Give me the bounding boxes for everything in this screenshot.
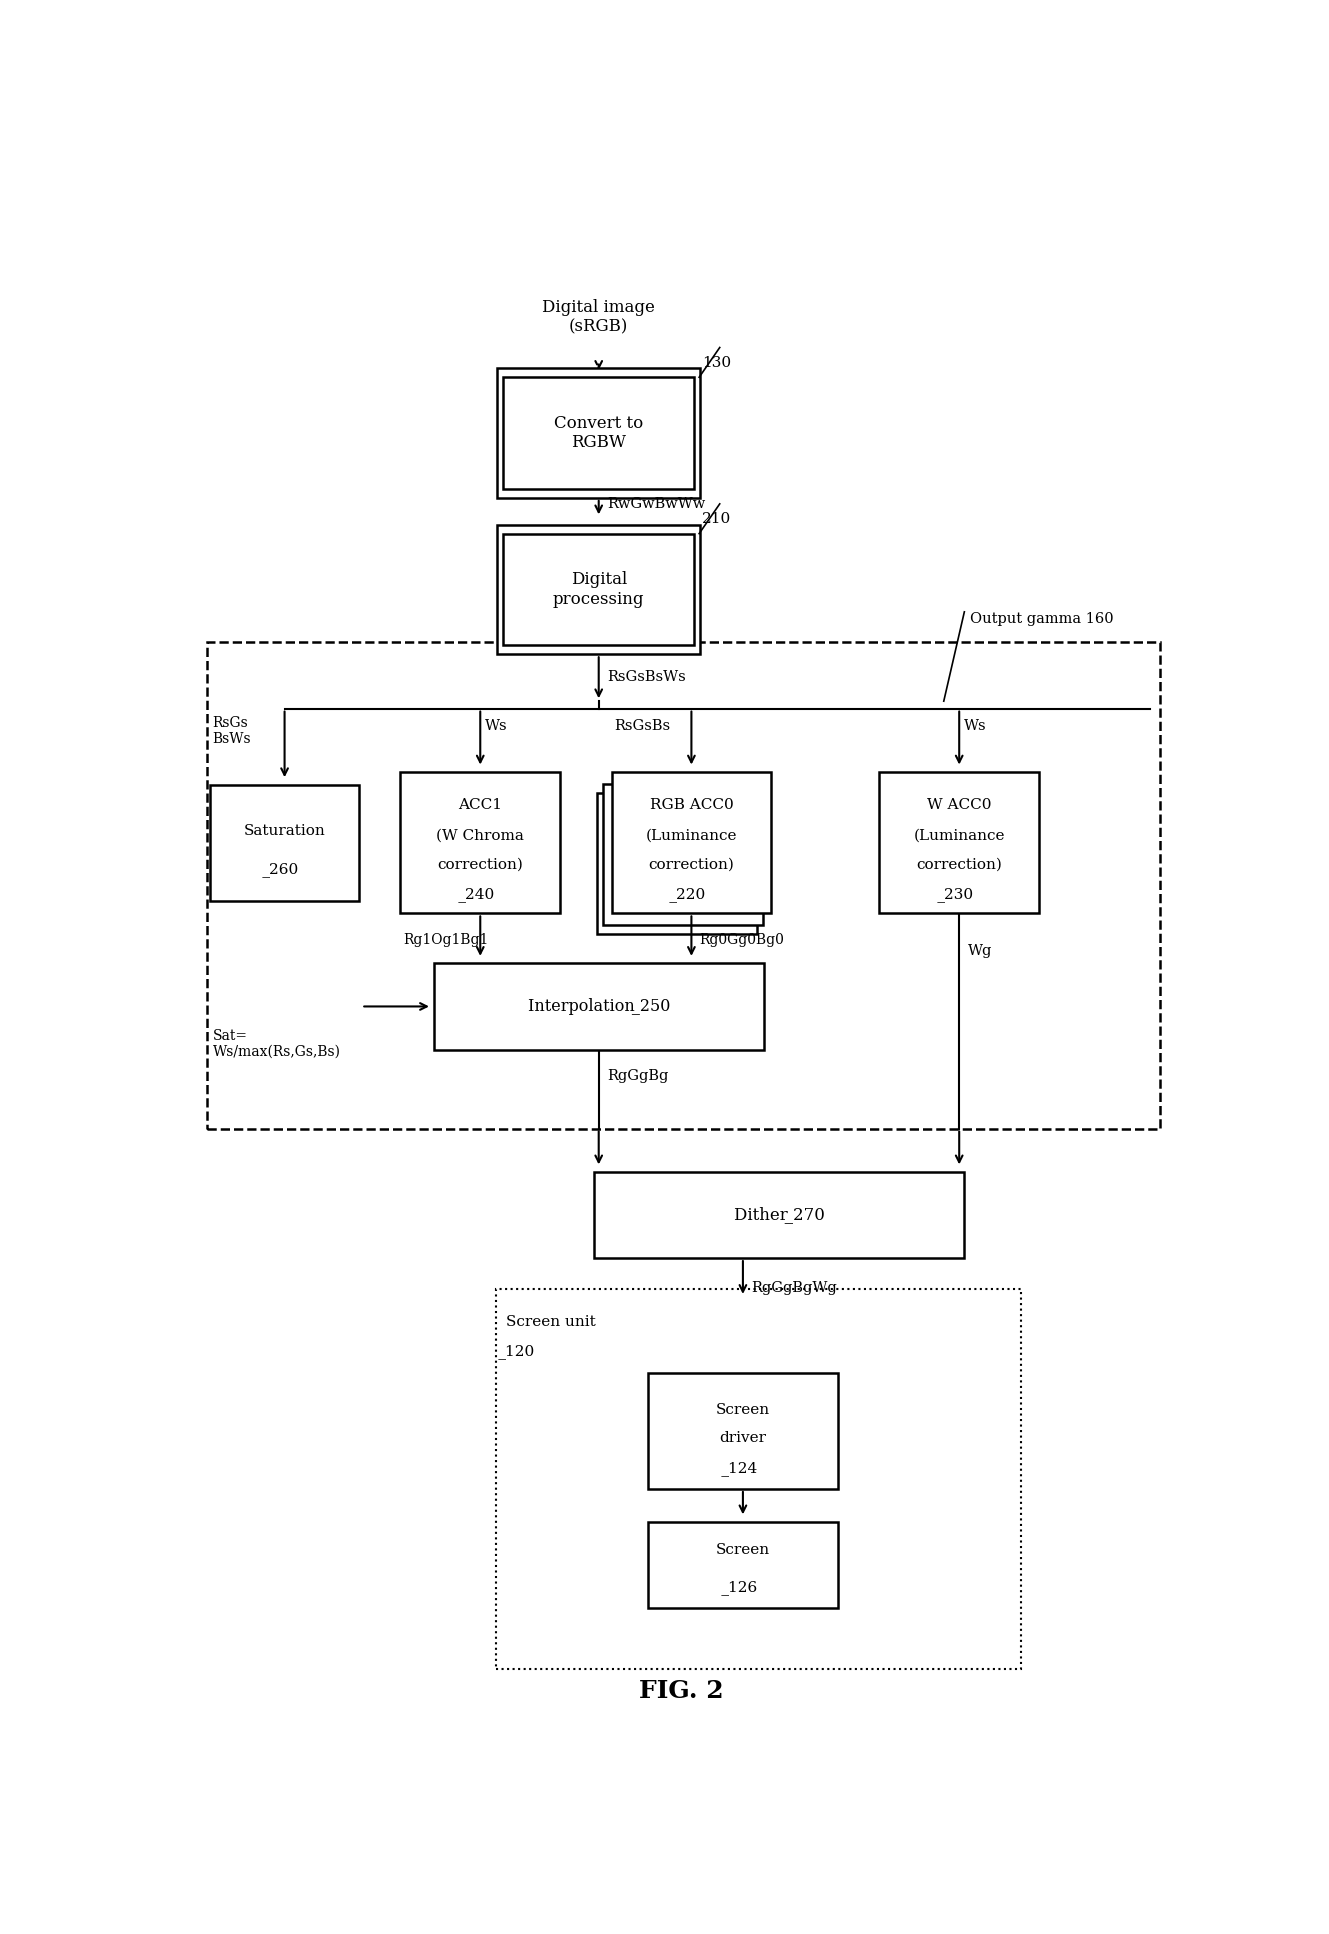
Bar [496,1290,1021,1669]
Text: (Luminance: (Luminance [913,828,1005,841]
Text: Screen: Screen [716,1402,769,1418]
Text: Screen: Screen [716,1543,769,1557]
Bar [400,772,560,913]
Text: Output gamma 160: Output gamma 160 [970,613,1114,627]
Text: Convert to
RGBW: Convert to RGBW [554,414,643,451]
Bar [594,1172,965,1259]
Bar [597,793,756,934]
Text: RsGs
BsWs: RsGs BsWs [213,716,251,747]
Text: (W Chroma: (W Chroma [436,828,524,841]
Bar [504,534,694,646]
Text: RsGsBs: RsGsBs [614,719,670,733]
Text: ̲220: ̲220 [676,888,706,901]
Text: RgGgBgWg: RgGgBgWg [751,1280,837,1296]
Text: Interpolation ̲250: Interpolation ̲250 [528,998,670,1015]
Text: Digital
processing: Digital processing [553,571,645,607]
Text: ̲230: ̲230 [945,888,974,901]
Text: Digital image
(sRGB): Digital image (sRGB) [542,298,655,335]
Text: (Luminance: (Luminance [646,828,738,841]
Text: ̲260: ̲260 [270,863,299,876]
Text: RGB ACC0: RGB ACC0 [650,799,734,812]
Text: W ACC0: W ACC0 [926,799,991,812]
Text: correction): correction) [437,859,524,872]
Text: Ws: Ws [965,719,987,733]
Text: Saturation: Saturation [243,824,326,837]
Text: 130: 130 [702,356,731,369]
Bar [603,783,763,924]
Text: Rg0Gg0Bg0: Rg0Gg0Bg0 [699,934,784,948]
Text: Sat=
Ws/max(Rs,Gs,Bs): Sat= Ws/max(Rs,Gs,Bs) [213,1029,340,1058]
Bar [647,1522,839,1607]
Text: correction): correction) [649,859,735,872]
Text: RsGsBsWs: RsGsBsWs [607,669,686,683]
Text: Screen unit: Screen unit [506,1315,595,1329]
Text: Wg: Wg [968,944,991,957]
Bar [433,963,763,1050]
Text: ̲120: ̲120 [506,1344,536,1360]
Text: 210: 210 [702,513,731,526]
Text: correction): correction) [916,859,1002,872]
Text: Ws: Ws [485,719,508,733]
Bar [207,642,1160,1129]
Bar [880,772,1039,913]
Bar [497,524,700,654]
Text: ̲126: ̲126 [728,1580,758,1596]
Text: ̲124: ̲124 [728,1460,758,1476]
Text: FIG. 2: FIG. 2 [639,1679,723,1704]
Bar [497,367,700,497]
Text: ̲240: ̲240 [465,888,494,901]
Text: driver: driver [719,1431,767,1445]
Bar [611,772,771,913]
Text: ACC1: ACC1 [459,799,502,812]
Text: Dither ̲270: Dither ̲270 [734,1207,824,1224]
Bar [210,785,359,901]
Bar [647,1373,839,1489]
Text: RgGgBg: RgGgBg [607,1070,668,1083]
Text: RwGwBwWw: RwGwBwWw [607,497,706,511]
Bar [504,377,694,489]
Text: Rg1Og1Bg1: Rg1Og1Bg1 [403,934,488,948]
